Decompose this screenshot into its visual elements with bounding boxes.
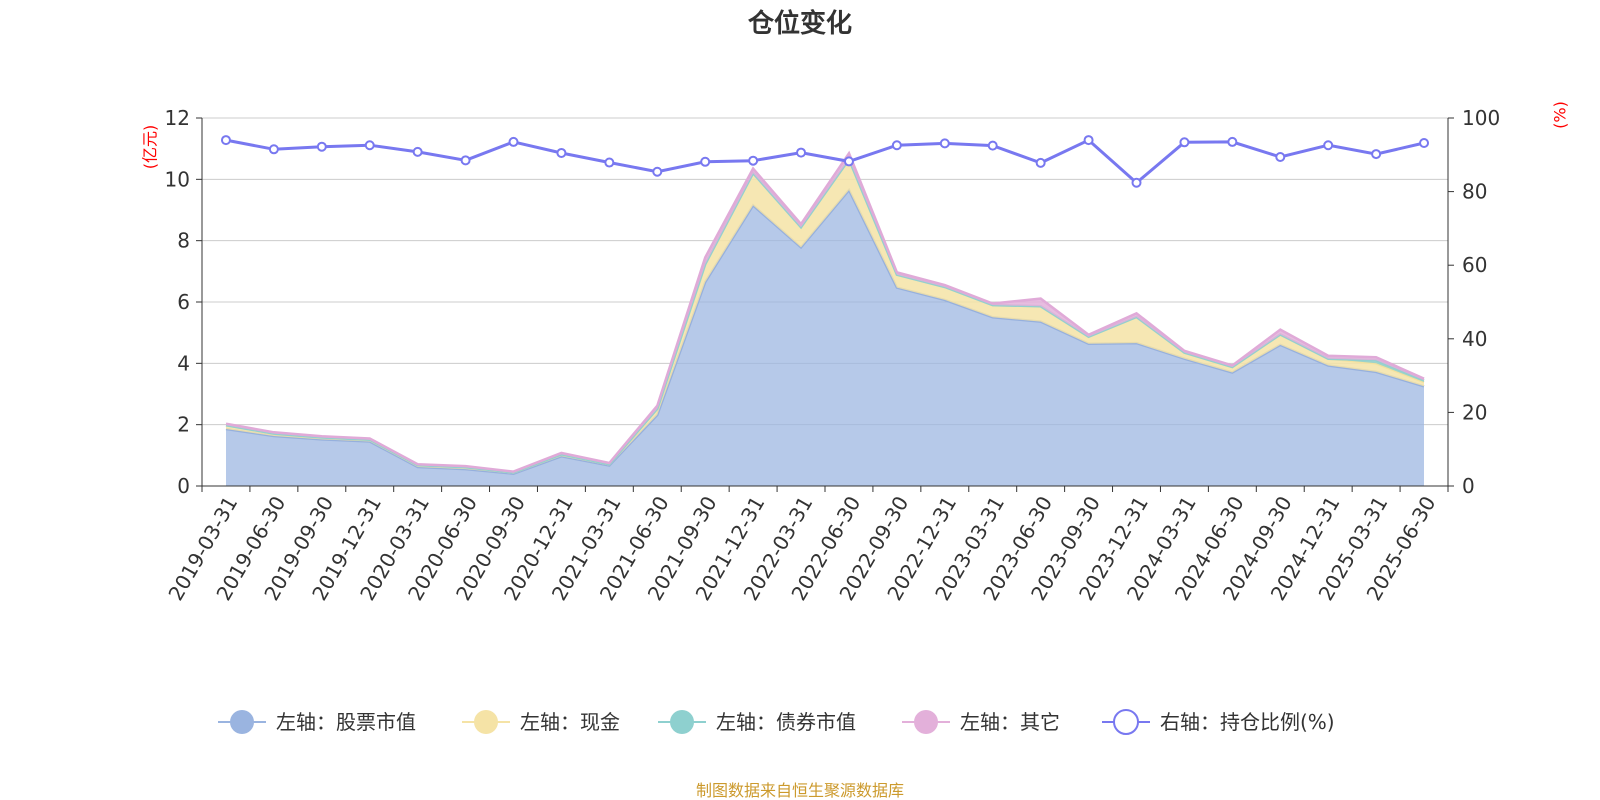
ratio-point [268, 144, 279, 155]
ratio-point [412, 146, 423, 157]
legend-label: 左轴：债券市值 [716, 710, 856, 734]
left-tick-label: 6 [177, 290, 190, 314]
legend-label: 左轴：其它 [960, 710, 1060, 734]
ratio-point [1275, 152, 1286, 163]
ratio-point [939, 138, 950, 149]
ratio-point [843, 156, 854, 167]
ratio-point [1227, 136, 1238, 147]
ratio-point [508, 136, 519, 147]
area-series-0 [226, 190, 1424, 486]
data-source-note: 制图数据来自恒生聚源数据库 [696, 781, 904, 800]
ratio-point [1083, 135, 1094, 146]
legend-marker-hollow [1113, 709, 1139, 735]
ratio-point [891, 140, 902, 151]
ratio-line-layer [220, 135, 1430, 188]
ratio-point [700, 156, 711, 167]
left-tick-label: 0 [177, 474, 190, 498]
ratio-point [460, 155, 471, 166]
left-tick-label: 12 [165, 106, 190, 130]
left-tick-label: 8 [177, 229, 190, 253]
right-tick-label: 40 [1462, 327, 1487, 351]
stacked-areas [225, 150, 1425, 486]
right-axis-unit: (%) [1551, 101, 1570, 129]
ratio-point [364, 140, 375, 151]
legend-marker [914, 710, 938, 734]
ratio-point [316, 141, 327, 152]
ratio-point [220, 135, 231, 146]
area-edge-3 [225, 150, 1425, 473]
legend-item[interactable]: 左轴：其它 [902, 710, 1060, 734]
right-tick-label: 20 [1462, 400, 1487, 424]
left-tick-label: 10 [165, 167, 190, 191]
legend-label: 左轴：股票市值 [276, 710, 416, 734]
legend-item[interactable]: 左轴：股票市值 [218, 710, 416, 734]
legend-item[interactable]: 左轴：债券市值 [658, 710, 856, 734]
ratio-line [225, 138, 1425, 185]
ratio-point [1035, 157, 1046, 168]
left-axis-unit: (亿元) [141, 125, 160, 170]
legend-item[interactable]: 右轴：持仓比例(%) [1102, 709, 1335, 735]
ratio-point [1131, 177, 1142, 188]
ratio-point [796, 147, 807, 158]
right-tick-label: 60 [1462, 253, 1487, 277]
legend-marker [230, 710, 254, 734]
legend-label: 左轴：现金 [520, 710, 620, 734]
right-tick-label: 0 [1462, 474, 1475, 498]
ratio-point [1419, 138, 1430, 149]
ratio-point [556, 147, 567, 158]
right-tick-label: 80 [1462, 180, 1487, 204]
legend[interactable]: 左轴：股票市值 左轴：现金 左轴：债券市值 左轴：其它 右轴：持仓比例(%) [218, 709, 1335, 735]
legend-label: 右轴：持仓比例(%) [1160, 710, 1335, 734]
legend-marker [670, 710, 694, 734]
ratio-point [1371, 149, 1382, 160]
legend-marker [474, 710, 498, 734]
right-tick-label: 100 [1462, 106, 1500, 130]
ratio-point [1179, 137, 1190, 148]
legend-item[interactable]: 左轴：现金 [462, 710, 620, 734]
ratio-point [987, 140, 998, 151]
left-tick-label: 4 [177, 351, 190, 375]
ratio-point [652, 166, 663, 177]
ratio-point [1323, 140, 1334, 151]
ratio-point [748, 155, 759, 166]
chart-title: 仓位变化 [747, 8, 852, 39]
left-tick-label: 2 [177, 413, 190, 437]
ratio-point [604, 157, 615, 168]
